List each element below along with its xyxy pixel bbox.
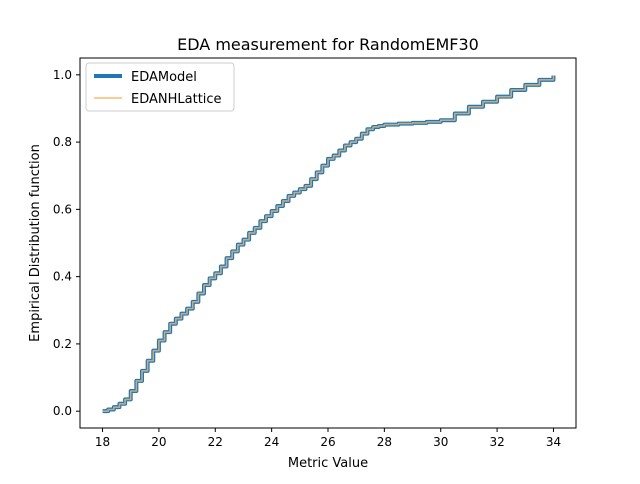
legend-label-edanhlattice: EDANHLattice	[131, 92, 222, 107]
x-tick-label: 18	[95, 435, 110, 449]
y-axis-label: Empirical Distribution function	[28, 144, 43, 342]
x-tick-label: 22	[208, 435, 223, 449]
series-line-edanhlattice	[102, 75, 555, 412]
legend-box	[85, 62, 235, 112]
x-axis-label: Metric Value	[288, 456, 368, 471]
x-tick-label: 24	[264, 435, 279, 449]
plot-content	[102, 75, 556, 414]
x-axis-ticks: 18 20 22 24 26 28 30 32 34	[95, 428, 561, 449]
x-tick-label: 28	[377, 435, 392, 449]
y-tick-label: 0.0	[53, 404, 72, 418]
y-tick-label: 1.0	[53, 68, 72, 82]
x-tick-label: 20	[151, 435, 166, 449]
chart-title: EDA measurement for RandomEMF30	[177, 35, 479, 54]
y-tick-label: 0.6	[53, 202, 72, 216]
legend-label-edamodel: EDAModel	[131, 70, 197, 85]
x-tick-label: 30	[433, 435, 448, 449]
y-tick-label: 0.4	[53, 270, 72, 284]
x-tick-label: 26	[320, 435, 335, 449]
x-tick-label: 32	[489, 435, 504, 449]
legend: EDAModel EDANHLattice	[85, 62, 235, 112]
y-axis-ticks: 0.0 0.2 0.4 0.6 0.8 1.0	[53, 68, 80, 418]
x-tick-label: 34	[546, 435, 561, 449]
y-tick-label: 0.8	[53, 135, 72, 149]
y-tick-label: 0.2	[53, 337, 72, 351]
